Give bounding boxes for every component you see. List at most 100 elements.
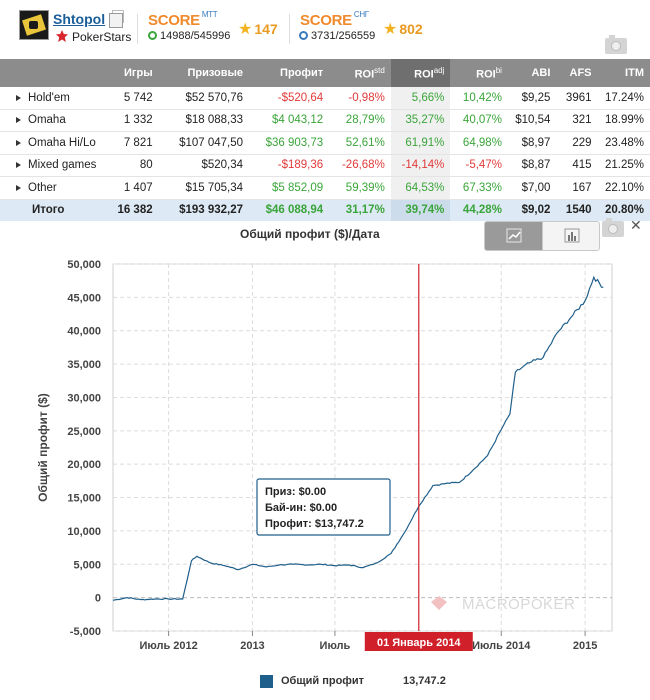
cell-roi-std: 28,79% — [329, 109, 391, 132]
cell-profit: -$520,64 — [249, 87, 330, 110]
total-cell-profit: $46 088,94 — [249, 199, 330, 221]
legend-series-name[interactable]: Общий профит — [281, 675, 365, 687]
expand-triangle-icon[interactable] — [16, 139, 21, 146]
total-row: Итого 16 382 $193 932,27 $46 088,94 31,17% 39… — [0, 199, 650, 221]
tooltip-profit: Профит: $13,747.2 — [265, 518, 364, 530]
cell-prize: $107 047,50 — [158, 131, 250, 155]
expand-triangle-icon[interactable] — [16, 94, 21, 101]
col-header-roi-std[interactable]: ROIstd — [329, 59, 391, 87]
cell-roi-std: -0,98% — [329, 87, 391, 110]
player-header: Shtopol PokerStars SCORE MTT 14988/545996… — [0, 0, 650, 58]
stats-table: Игры Призовые Профит ROIstd ROIadj ROIbi… — [0, 59, 650, 221]
cell-games: 1 332 — [105, 109, 159, 132]
cell-itm: 18.99% — [597, 109, 650, 132]
cell-profit: -$189,36 — [249, 154, 330, 177]
row-name-cell[interactable]: Other — [0, 176, 106, 200]
row-name-cell[interactable]: Hold'em — [0, 87, 106, 110]
profit-line-chart: -5,000 0 5,000 10,000 15,000 20,000 25,000 30,0… — [36, 259, 613, 652]
cell-profit: $4 043,12 — [249, 109, 330, 132]
y-tick-label: 5,000 — [73, 559, 101, 571]
y-tick-label: 50,000 — [67, 259, 101, 271]
y-tick-label: 25,000 — [67, 426, 101, 438]
col-header-itm[interactable]: ITM — [597, 59, 650, 87]
rank-medal-icon — [299, 31, 308, 40]
col-header-profit[interactable]: Профит — [249, 59, 330, 87]
cell-roi-adj: -14,14% — [390, 154, 451, 177]
bar-chart-button[interactable] — [542, 222, 599, 250]
x-tick-label: 2013 — [240, 640, 264, 652]
cell-roi-adj: 35,27% — [390, 109, 451, 132]
table-row[interactable]: Mixed games 80 $520,34 -$189,36 -26,68% -14,1… — [0, 154, 650, 177]
row-name-cell[interactable]: Omaha — [0, 109, 106, 132]
total-cell-abi: $9,02 — [507, 199, 557, 221]
cell-roi-adj: 64,53% — [390, 176, 451, 200]
cell-abi: $9,25 — [507, 87, 557, 110]
cell-afs: 415 — [556, 154, 598, 177]
col-header-abi[interactable]: ABI — [507, 59, 557, 87]
table-row[interactable]: Omaha Hi/Lo 7 821 $107 047,50 $36 903,73 52,… — [0, 131, 650, 155]
table-row[interactable]: Omaha 1 332 $18 088,33 $4 043,12 28,79% 35,27… — [0, 109, 650, 132]
avatar[interactable] — [19, 10, 49, 40]
col-header-roi-bi[interactable]: ROIbi — [450, 59, 508, 87]
cell-itm: 21.25% — [597, 154, 650, 177]
score-sng-rank: 3731/256559 — [299, 30, 375, 42]
cell-abi: $7,00 — [507, 176, 557, 200]
cell-roi-bi: 64,98% — [450, 131, 508, 155]
crosshair-date-badge — [364, 632, 473, 651]
cell-prize: $18 088,33 — [158, 109, 250, 132]
cell-roi-adj: 5,66% — [390, 87, 451, 110]
cell-roi-bi: 40,07% — [450, 109, 508, 132]
chart-title: Общий профит ($)/Дата — [240, 227, 380, 241]
expand-triangle-icon[interactable] — [16, 117, 21, 124]
watermark-logo-icon — [431, 596, 447, 610]
profit-series-line[interactable] — [112, 275, 604, 601]
expand-triangle-icon[interactable] — [16, 162, 21, 169]
y-tick-label: 45,000 — [67, 292, 101, 304]
col-header-games[interactable]: Игры — [105, 59, 159, 87]
table-row[interactable]: Hold'em 5 742 $52 570,76 -$520,64 -0,98% 5,66… — [0, 87, 650, 110]
cell-games: 7 821 — [105, 131, 159, 155]
watermark-text: MACROPOKER — [462, 596, 575, 613]
total-cell-roi-adj: 39,74% — [390, 199, 451, 221]
pokerstars-logo-icon — [56, 30, 68, 42]
cell-roi-std: -26,68% — [329, 154, 391, 177]
y-tick-label: -5,000 — [70, 626, 101, 638]
camera-icon[interactable] — [605, 35, 627, 54]
y-axis-label: Общий профит ($) — [36, 393, 50, 502]
row-name-cell[interactable]: Mixed games — [0, 154, 106, 177]
chart-camera-icon[interactable] — [602, 218, 624, 237]
close-icon[interactable]: ✕ — [630, 217, 642, 233]
score-mtt-points: ★ 147 — [238, 21, 278, 38]
y-tick-label: 35,000 — [67, 359, 101, 371]
table-header-row: Игры Призовые Профит ROIstd ROIadj ROIbi… — [0, 59, 650, 87]
cell-itm: 22.10% — [597, 176, 650, 200]
cell-games: 80 — [105, 154, 159, 177]
plot-area — [112, 263, 613, 632]
copy-icon[interactable] — [109, 10, 124, 28]
score-mtt-rank: 14988/545996 — [148, 30, 230, 42]
y-tick-label: 10,000 — [67, 526, 101, 538]
expand-triangle-icon[interactable] — [16, 184, 21, 191]
score-mtt-label: SCORE MTT — [148, 10, 218, 29]
player-name-link[interactable]: Shtopol — [53, 11, 106, 27]
total-cell-afs: 1540 — [556, 199, 598, 221]
col-header-roi-adj[interactable]: ROIadj — [390, 59, 451, 87]
total-cell-prize: $193 932,27 — [158, 199, 250, 221]
cell-afs: 321 — [556, 109, 598, 132]
cell-abi: $8,87 — [507, 154, 557, 177]
cell-roi-bi: -5,47% — [450, 154, 508, 177]
row-name-cell[interactable]: Omaha Hi/Lo — [0, 131, 106, 155]
table-row[interactable]: Other 1 407 $15 705,34 $5 852,09 59,39% 64,53… — [0, 176, 650, 200]
cell-roi-std: 52,61% — [329, 131, 391, 155]
rank-medal-icon — [148, 31, 157, 40]
col-header-prize[interactable]: Призовые — [158, 59, 250, 87]
cell-roi-bi: 10,42% — [450, 87, 508, 110]
cell-games: 5 742 — [105, 87, 159, 110]
total-cell-itm: 20.80% — [597, 199, 650, 221]
line-chart-button[interactable] — [485, 222, 542, 250]
col-header-afs[interactable]: AFS — [556, 59, 598, 87]
score-sng-label: SCORE СНГ — [300, 10, 369, 29]
legend-color-swatch[interactable] — [260, 675, 273, 688]
cell-itm: 17.24% — [597, 87, 650, 110]
total-cell-games: 16 382 — [105, 199, 159, 221]
